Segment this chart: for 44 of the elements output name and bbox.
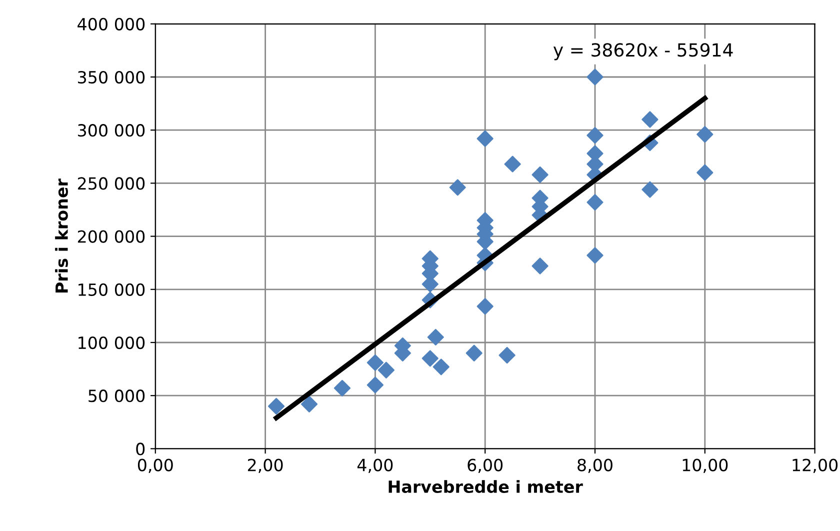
point [586, 247, 604, 264]
point [642, 111, 658, 128]
y-tick-label: 300 000 [78, 124, 145, 137]
y-tick-label: 100 000 [78, 336, 145, 350]
point [422, 350, 438, 367]
point [476, 130, 494, 147]
point [532, 166, 548, 183]
x-tick-label: 2,00 [248, 458, 283, 474]
point [466, 344, 482, 362]
point [586, 194, 604, 211]
point [366, 354, 384, 371]
point [378, 362, 394, 378]
y-tick-label: 400 000 [78, 18, 145, 30]
point [476, 298, 494, 315]
y-tick-label: 250 000 [78, 177, 145, 190]
x-tick-label: 4,00 [357, 458, 393, 474]
annotation: y = 38620x - 55914 [553, 43, 733, 60]
point [432, 358, 450, 376]
y-axis-title: Pris i kroner [55, 178, 68, 293]
x-axis-title: Harvebredde i meter [388, 480, 583, 494]
point [696, 164, 714, 181]
point [532, 258, 548, 274]
x-tick-label: 10,00 [682, 458, 728, 474]
point [334, 380, 351, 396]
x-tick-label: 0,00 [138, 458, 173, 474]
point [586, 68, 604, 86]
point [427, 328, 444, 346]
point [586, 127, 604, 144]
point [498, 346, 516, 364]
point [300, 396, 318, 412]
x-tick-label: 12,00 [792, 458, 838, 474]
x-tick-label: 8,00 [578, 458, 612, 474]
point [449, 179, 466, 196]
point [696, 126, 714, 143]
y-tick-label: 150 000 [78, 283, 145, 296]
y-tick-label: 350 000 [78, 70, 145, 84]
y-tick-label: 50 000 [88, 390, 145, 402]
y-tick-label: 200 000 [78, 230, 145, 243]
x-tick-label: 6,00 [468, 458, 503, 474]
y-tick-label: 0 [136, 442, 145, 456]
point [642, 181, 658, 198]
point [268, 398, 285, 415]
point [366, 376, 384, 394]
point [504, 156, 521, 172]
